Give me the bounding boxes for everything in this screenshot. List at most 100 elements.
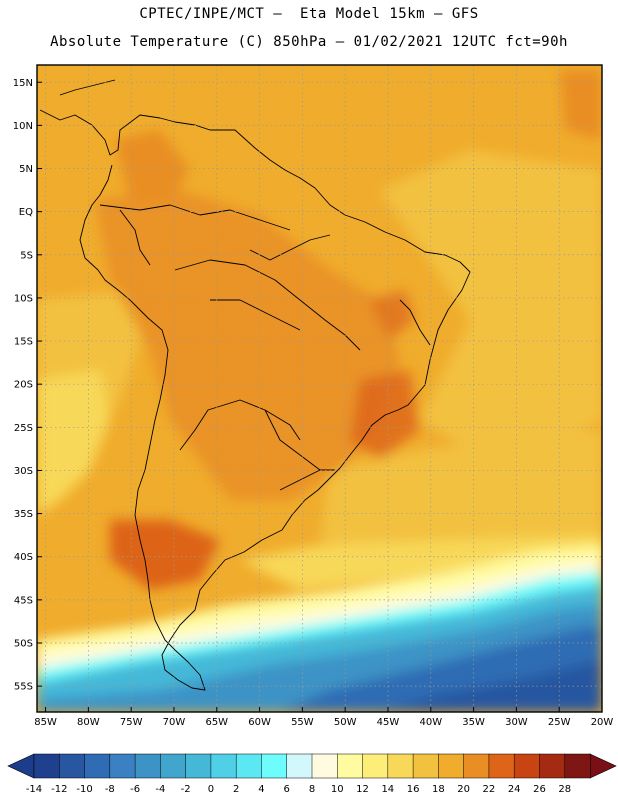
longitude-labels: 85W 80W 75W 70W 65W 60W 55W 50W 45W 40W 35W 30W 25W 2… xyxy=(34,707,613,728)
field-atlantic-16 xyxy=(380,150,602,470)
lon-label: 65W xyxy=(205,717,228,728)
field-patagonia-22 xyxy=(110,520,220,590)
lon-label: 25W xyxy=(548,717,571,728)
colorbar-tick-label: 20 xyxy=(457,784,470,795)
lon-label: 50W xyxy=(334,717,357,728)
colorbar-swatch xyxy=(160,753,187,779)
colorbar-swatch xyxy=(387,753,414,779)
border-northeast xyxy=(399,299,431,346)
lat-label: 30S xyxy=(14,466,33,477)
field-band-m10 xyxy=(380,660,602,712)
colorbar-tick-label: 26 xyxy=(533,784,546,795)
lon-label: 70W xyxy=(163,717,186,728)
colorbar-tick-label: -14 xyxy=(26,784,42,795)
border-bolivia xyxy=(210,299,301,331)
colorbar-swatch xyxy=(564,753,591,779)
border-brazil-peru-bolivia xyxy=(174,259,361,351)
colorbar-tick-label: 4 xyxy=(258,784,264,795)
lat-label: 55S xyxy=(14,682,33,693)
lat-label: 20S xyxy=(14,380,33,391)
border-uruguay xyxy=(264,409,321,471)
colorbar-swatch xyxy=(337,753,364,779)
colorbar-tick-label: 8 xyxy=(309,784,315,795)
colorbar-tick-label: 0 xyxy=(208,784,214,795)
temperature-field xyxy=(37,65,602,712)
colorbar-swatch xyxy=(463,753,490,779)
colorbar-swatch xyxy=(210,753,237,779)
colorbar-tick-label: 18 xyxy=(432,784,445,795)
colorbar-swatch xyxy=(185,753,212,779)
lat-label: EQ xyxy=(19,207,33,218)
field-caribbean-20 xyxy=(560,70,602,140)
colorbar-tick-label: -12 xyxy=(51,784,67,795)
lon-label: 75W xyxy=(120,717,143,728)
field-pacific-14 xyxy=(37,370,110,510)
map-frame xyxy=(36,64,603,713)
map-title: CPTEC/INPE/MCT – Eta Model 15km – GFS xyxy=(139,6,479,22)
colorbar: -14 -12 -10 -8 -6 -4 -2 0 2 4 6 8 10 12 14 16 18 20 22 24 26… xyxy=(7,753,617,795)
lat-label: 40S xyxy=(14,552,33,563)
colorbar-tick-label: 2 xyxy=(233,784,239,795)
coastlines xyxy=(39,79,471,691)
field-northeast-22 xyxy=(370,290,415,340)
latitude-labels: 15N 10N 5N EQ 5S 10S 15S 20S 25S 30S 35S 40S 45S 50S 5… xyxy=(13,78,42,693)
border-brazil-north xyxy=(249,234,331,261)
lat-label: 45S xyxy=(14,595,33,606)
lat-label: 25S xyxy=(14,423,33,434)
colorbar-swatch xyxy=(134,753,161,779)
colorbar-tick-label: -2 xyxy=(181,784,191,795)
lat-label: 50S xyxy=(14,638,33,649)
colorbar-swatch xyxy=(488,753,515,779)
colorbar-swatch xyxy=(286,753,313,779)
lat-label: 15N xyxy=(13,78,33,89)
colorbar-tick-label: 10 xyxy=(331,784,344,795)
lon-label: 85W xyxy=(34,717,57,728)
colorbar-low-arrow xyxy=(7,753,35,779)
colorbar-swatch xyxy=(261,753,288,779)
colorbar-swatch xyxy=(412,753,439,779)
lat-label: 5S xyxy=(20,250,33,261)
colorbar-swatch xyxy=(539,753,566,779)
colorbar-tick-label: 22 xyxy=(483,784,496,795)
lat-label: 5N xyxy=(19,164,33,175)
colorbar-swatch xyxy=(84,753,111,779)
lon-label: 20W xyxy=(591,717,614,728)
colorbar-swatch xyxy=(59,753,86,779)
map-subtitle: Absolute Temperature (C) 850hPa – 01/02/… xyxy=(50,34,568,50)
colorbar-swatch xyxy=(362,753,389,779)
colorbar-swatch xyxy=(109,753,136,779)
south-america-coast xyxy=(39,109,471,691)
colorbar-swatch xyxy=(33,753,60,779)
colorbar-tick-label: 6 xyxy=(284,784,290,795)
rio-de-la-plata xyxy=(279,469,335,491)
lon-label: 30W xyxy=(505,717,528,728)
colorbar-tick-label: 24 xyxy=(508,784,521,795)
colorbar-tick-label: 14 xyxy=(381,784,394,795)
colorbar-tick-label: 28 xyxy=(558,784,571,795)
lon-label: 45W xyxy=(377,717,400,728)
lon-label: 40W xyxy=(419,717,442,728)
colorbar-tick-label: -4 xyxy=(155,784,165,795)
border-bolivia-paraguay xyxy=(179,399,301,451)
colorbar-swatch xyxy=(311,753,338,779)
field-continent-20 xyxy=(95,190,400,500)
field-southatl-16 xyxy=(320,430,602,560)
lon-label: 60W xyxy=(248,717,271,728)
lat-label: 35S xyxy=(14,509,33,520)
field-colombia-20 xyxy=(115,130,190,200)
lon-label: 80W xyxy=(77,717,100,728)
colorbar-tick-label: 16 xyxy=(407,784,420,795)
colorbar-tick-label: 12 xyxy=(356,784,369,795)
colorbar-tick-label: -10 xyxy=(76,784,92,795)
field-southatl-14 xyxy=(240,535,602,590)
colorbar-tick-label: -6 xyxy=(130,784,140,795)
colorbar-swatch xyxy=(438,753,465,779)
colorbar-swatch xyxy=(235,753,263,779)
lon-label: 55W xyxy=(291,717,314,728)
lon-label: 35W xyxy=(462,717,485,728)
border-northern xyxy=(99,204,291,231)
colorbar-tick-label: -8 xyxy=(105,784,115,795)
lat-label: 10N xyxy=(13,121,33,132)
lat-label: 10S xyxy=(14,293,33,304)
